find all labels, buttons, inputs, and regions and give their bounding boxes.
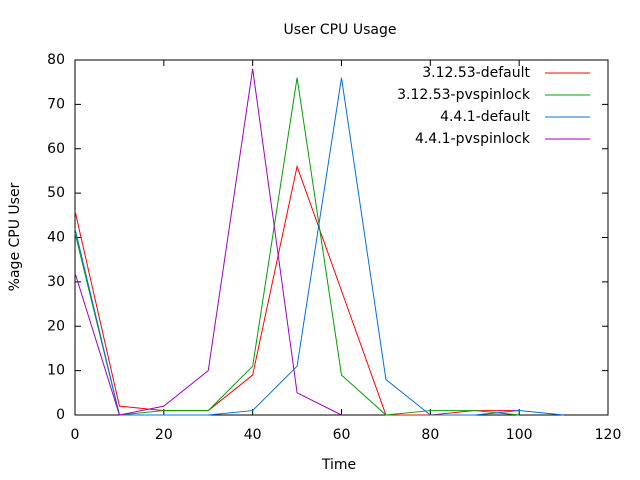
y-tick-label: 0 (56, 407, 65, 423)
x-tick-label: 100 (506, 427, 533, 443)
y-tick-label: 20 (47, 318, 65, 334)
series-line (74, 77, 564, 416)
y-tick-label: 10 (47, 363, 65, 379)
x-tick-label: 0 (71, 427, 80, 443)
y-tick-label: 60 (47, 141, 65, 157)
x-tick-label: 80 (421, 427, 439, 443)
x-tick-label: 40 (244, 427, 262, 443)
x-tick-label: 120 (595, 427, 622, 443)
legend-label: 4.4.1-default (440, 109, 530, 125)
y-tick-label: 80 (47, 52, 65, 68)
legend-label: 4.4.1-pvspinlock (415, 131, 531, 147)
series-line (74, 68, 342, 416)
legend-label: 3.12.53-pvspinlock (397, 87, 531, 103)
x-axis-label: Time (321, 457, 356, 473)
legend-label: 3.12.53-default (422, 65, 530, 81)
y-tick-label: 70 (47, 96, 65, 112)
x-tick-label: 60 (333, 427, 351, 443)
y-axis-label: %age CPU User (7, 182, 23, 291)
y-tick-label: 30 (47, 274, 65, 290)
y-tick-label: 50 (47, 185, 65, 201)
chart-title: User CPU Usage (284, 22, 397, 38)
x-tick-label: 20 (155, 427, 173, 443)
y-tick-label: 40 (47, 230, 65, 246)
series-line (74, 77, 520, 416)
